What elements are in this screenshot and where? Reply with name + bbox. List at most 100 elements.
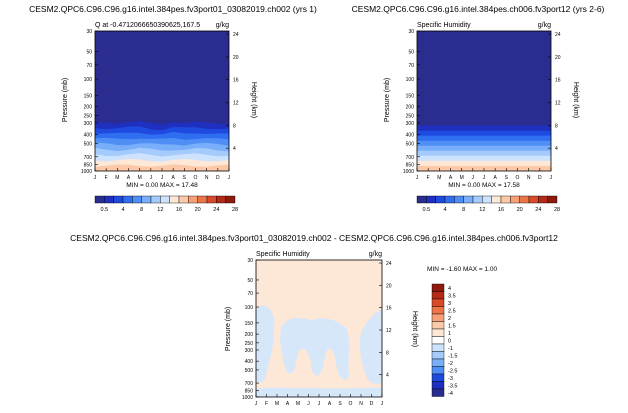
panel-1-ytick-label: 300: [84, 121, 93, 127]
panel-3-xtick-label: M: [296, 401, 300, 407]
panel-2-colorbar-swatch: [482, 195, 492, 204]
panel-3-plot-area: [256, 260, 382, 397]
panel-2-ylabel-right: Height (km): [572, 82, 579, 118]
panel-1-ytick-label: 850: [84, 163, 93, 169]
panel-3-colorbar-swatch: [431, 336, 445, 345]
panel-1-ytick-label: 500: [84, 141, 93, 147]
panel-2-colorbar-label: 16: [498, 207, 504, 213]
panel-1-colorbar-label: 8: [140, 207, 143, 213]
panel-2-colorbar-label: 0.5: [423, 207, 431, 213]
panel-1-colorbar-swatch: [104, 195, 114, 204]
panel-3-xtick-label: M: [275, 401, 279, 407]
panel-1-colorbar: 0.5 4 8 12 16 20 24 28: [94, 195, 238, 213]
panel-3-negative-region: [256, 305, 275, 384]
panel-2-units: g/kg: [538, 22, 551, 29]
panel-2-colorbar-swatch: [538, 195, 548, 204]
panel-2-xtick-label: O: [516, 175, 520, 181]
panel-3-colorbar-label: -1: [448, 346, 453, 352]
panel-1-xtick-label: A: [127, 175, 131, 181]
panel-3-title: CESM2.QPC6.C96.C96.g16.intel.384pes.fv3p…: [70, 233, 558, 243]
panel-1-colorbar-label: 0.5: [101, 207, 109, 213]
panel-3-colorbar-label: -4: [448, 391, 453, 397]
panel-2-xtick-label: F: [427, 175, 430, 181]
panel-2-htick-label: 4: [555, 146, 558, 152]
panel-3-xtick-label: D: [370, 401, 374, 407]
panel-1-colorbar-swatch: [188, 195, 198, 204]
panel-3-colorbar-swatch: [431, 358, 445, 367]
panel-1-xtick-label: F: [105, 175, 108, 181]
panel-2-colorbar-label: 20: [517, 207, 523, 213]
panel-2-ytick-label: 500: [406, 141, 415, 147]
panel-3-colorbar: 4 3.53 2.52 1.51 0-1 -1.5-2 -2.5-3 -3.5-4: [431, 283, 457, 397]
panel-3-colorbar-label: 1: [448, 331, 451, 337]
panel-3-ytick-label: 100: [245, 305, 254, 311]
panel-1-htick-label: 12: [233, 101, 239, 107]
panel-1-ytick-label: 250: [84, 114, 93, 120]
panel-1-title: CESM2.QPC6.C96.C96.g16.intel.384pes.fv3p…: [29, 4, 317, 14]
panel-3-colorbar-swatch: [431, 291, 445, 300]
panel-2-colorbar-label: 8: [462, 207, 465, 213]
panel-3-colorbar-label: 0: [448, 339, 451, 345]
panel-3-ytick-label: 70: [247, 291, 253, 297]
panel-3-ytick-label: 400: [245, 359, 254, 365]
panel-3-colorbar-swatch: [431, 298, 445, 307]
panel-1-units: g/kg: [216, 22, 229, 29]
panel-3-xtick-label: N: [359, 401, 363, 407]
panel-2-ytick-label: 1000: [403, 169, 414, 175]
panel-2-colorbar-label: 28: [554, 207, 560, 213]
panel-3-xtick-label: O: [349, 401, 353, 407]
panel-1-ytick-label: 700: [84, 155, 93, 161]
panel-3-htick-label: 12: [386, 328, 392, 334]
panel-1-plot-area: [95, 31, 229, 171]
panel-2-htick-label: 20: [555, 55, 561, 61]
panel-3-xtick-label: J: [307, 401, 310, 407]
panel-2-ytick-label: 200: [406, 105, 415, 111]
panel-1-colorbar-swatch: [132, 195, 142, 204]
panel-2-ylabel: Pressure (mb): [384, 78, 391, 122]
panel-1-colorbar-swatch: [113, 195, 124, 204]
panel-3-colorbar-swatch: [431, 306, 445, 315]
panel-2-xtick-label: J: [472, 175, 475, 181]
panel-2-htick-label: 12: [555, 101, 561, 107]
panel-2-htick-label: 16: [555, 78, 561, 84]
panel-2-xtick-label: A: [493, 175, 497, 181]
panel-1-ytick-label: 1000: [81, 169, 92, 175]
panel-2-xtick-label: J: [416, 175, 419, 181]
panel-2-colorbar-swatch: [416, 195, 427, 204]
panel-2-ytick-label: 70: [408, 63, 414, 69]
panel-1-xtick-label: M: [138, 175, 142, 181]
panel-2-ytick-label: 150: [406, 93, 415, 99]
panel-2-ytick-label: 250: [406, 114, 415, 120]
panel-2-ytick-label: 700: [406, 155, 415, 161]
panel-2-ytick-label: 50: [408, 49, 414, 55]
panel-3-colorbar-label: 4: [448, 286, 451, 292]
panel-1-colorbar-swatch: [122, 195, 133, 204]
panel-3: CESM2.QPC6.C96.C96.g16.intel.384pes.fv3p…: [70, 233, 558, 407]
panel-3-colorbar-swatch: [431, 366, 445, 375]
panel-3-colorbar-label: 2: [448, 316, 451, 322]
panel-2-colorbar-swatch: [491, 195, 502, 204]
panel-1-colorbar-swatch: [197, 195, 208, 204]
panel-2-colorbar-swatch: [463, 195, 474, 204]
panel-1-colorbar-label: 12: [157, 207, 163, 213]
panel-1-colorbar-swatch: [225, 195, 236, 204]
panel-2-colorbar-swatch: [519, 195, 530, 204]
panel-1-htick-label: 4: [233, 146, 236, 152]
panel-1-xtick-label: J: [150, 175, 153, 181]
panel-2-ytick-label: 850: [406, 163, 415, 169]
panel-1-colorbar-label: 28: [232, 207, 238, 213]
panel-2-ytick-label: 300: [406, 121, 415, 127]
panel-2-colorbar-label: 24: [535, 207, 541, 213]
panel-1-xtick-label: S: [183, 175, 187, 181]
panel-3-ytick-label: 200: [245, 332, 254, 338]
panel-3-xtick-label: F: [265, 401, 268, 407]
panel-1-ytick-label: 400: [84, 132, 93, 138]
panel-1-stats: MIN = 0.00 MAX = 17.48: [126, 182, 198, 189]
panel-2-xtick-label: M: [437, 175, 441, 181]
panel-2-colorbar-swatch: [547, 195, 558, 204]
panel-1-ytick-label: 200: [84, 105, 93, 111]
panel-2-stats: MIN = 0.00 MAX = 17.58: [448, 182, 520, 189]
